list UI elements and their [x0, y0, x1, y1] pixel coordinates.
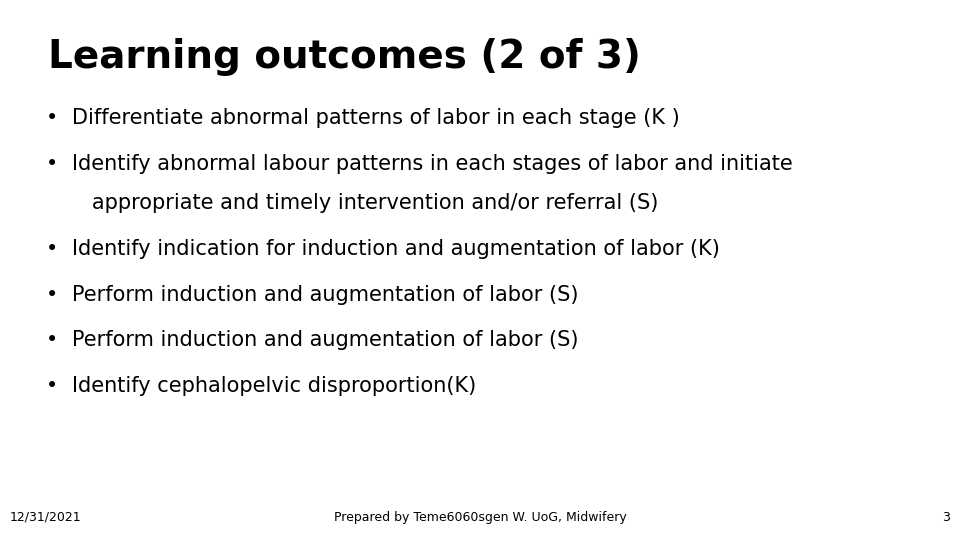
Text: •: •	[46, 285, 59, 305]
Text: •: •	[46, 376, 59, 396]
Text: Perform induction and augmentation of labor (S): Perform induction and augmentation of la…	[72, 330, 579, 350]
Text: •: •	[46, 108, 59, 128]
Text: Identify cephalopelvic disproportion(K): Identify cephalopelvic disproportion(K)	[72, 376, 476, 396]
Text: Prepared by Teme6060sgen W. UoG, Midwifery: Prepared by Teme6060sgen W. UoG, Midwife…	[334, 511, 626, 524]
Text: 12/31/2021: 12/31/2021	[10, 511, 82, 524]
Text: Perform induction and augmentation of labor (S): Perform induction and augmentation of la…	[72, 285, 579, 305]
Text: •: •	[46, 330, 59, 350]
Text: Identify indication for induction and augmentation of labor (K): Identify indication for induction and au…	[72, 239, 720, 259]
Text: Differentiate abnormal patterns of labor in each stage (K ): Differentiate abnormal patterns of labor…	[72, 108, 680, 128]
Text: •: •	[46, 154, 59, 174]
Text: 3: 3	[943, 511, 950, 524]
Text: •: •	[46, 239, 59, 259]
Text: Identify abnormal labour patterns in each stages of labor and initiate: Identify abnormal labour patterns in eac…	[72, 154, 793, 174]
Text: Learning outcomes (2 of 3): Learning outcomes (2 of 3)	[48, 38, 641, 76]
Text: appropriate and timely intervention and/or referral (S): appropriate and timely intervention and/…	[72, 193, 659, 213]
